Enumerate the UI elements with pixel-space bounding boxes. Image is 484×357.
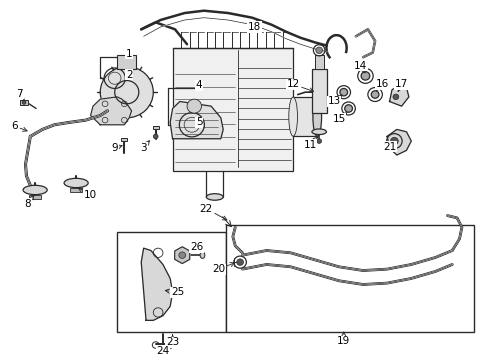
Polygon shape bbox=[174, 247, 189, 263]
Text: 8: 8 bbox=[25, 195, 34, 209]
Bar bbox=[172, 48, 292, 171]
Ellipse shape bbox=[23, 185, 47, 195]
Text: 16: 16 bbox=[375, 79, 388, 91]
Text: 1: 1 bbox=[126, 49, 132, 59]
Bar bbox=[121, 138, 127, 141]
Text: 26: 26 bbox=[189, 242, 203, 252]
Ellipse shape bbox=[312, 97, 321, 136]
Text: 4: 4 bbox=[196, 80, 202, 90]
Bar bbox=[70, 188, 82, 192]
Bar bbox=[152, 126, 158, 130]
Polygon shape bbox=[141, 248, 172, 320]
Bar bbox=[312, 69, 326, 113]
Circle shape bbox=[153, 134, 158, 139]
Circle shape bbox=[236, 259, 243, 265]
Ellipse shape bbox=[200, 252, 204, 258]
Bar bbox=[20, 100, 29, 105]
Text: 9: 9 bbox=[111, 143, 122, 153]
Text: 3: 3 bbox=[140, 141, 149, 153]
Text: 18: 18 bbox=[247, 20, 261, 32]
Text: 25: 25 bbox=[165, 287, 183, 297]
Text: 13: 13 bbox=[327, 95, 342, 106]
Circle shape bbox=[316, 139, 321, 144]
Bar bbox=[117, 232, 225, 332]
Ellipse shape bbox=[288, 97, 297, 136]
Circle shape bbox=[339, 89, 347, 96]
Text: 19: 19 bbox=[336, 332, 349, 346]
Circle shape bbox=[361, 72, 369, 80]
Text: 24: 24 bbox=[156, 346, 169, 356]
Circle shape bbox=[22, 101, 26, 104]
Circle shape bbox=[390, 137, 397, 145]
Text: 23: 23 bbox=[166, 335, 179, 347]
Circle shape bbox=[344, 105, 352, 112]
Bar bbox=[30, 195, 41, 199]
Text: 17: 17 bbox=[394, 79, 408, 91]
Circle shape bbox=[187, 99, 201, 113]
Bar bbox=[292, 97, 317, 136]
Polygon shape bbox=[389, 85, 408, 106]
Circle shape bbox=[100, 66, 153, 118]
Text: 2: 2 bbox=[126, 70, 132, 80]
Circle shape bbox=[392, 94, 398, 100]
Text: 14: 14 bbox=[353, 61, 366, 73]
Text: 11: 11 bbox=[303, 137, 317, 150]
Ellipse shape bbox=[206, 194, 223, 200]
Text: 5: 5 bbox=[196, 117, 202, 127]
Circle shape bbox=[179, 252, 185, 258]
Polygon shape bbox=[386, 130, 410, 155]
Text: 10: 10 bbox=[78, 188, 97, 200]
Text: 15: 15 bbox=[332, 112, 347, 124]
Circle shape bbox=[370, 91, 378, 98]
Text: 22: 22 bbox=[199, 203, 227, 220]
Text: 21: 21 bbox=[382, 142, 395, 152]
Text: 12: 12 bbox=[286, 79, 313, 92]
Polygon shape bbox=[170, 101, 223, 139]
Text: 20: 20 bbox=[212, 262, 234, 274]
Bar bbox=[225, 225, 473, 332]
Circle shape bbox=[315, 47, 322, 54]
Ellipse shape bbox=[311, 129, 326, 135]
Polygon shape bbox=[91, 97, 131, 125]
Bar bbox=[117, 55, 136, 69]
Text: 6: 6 bbox=[12, 121, 27, 131]
Text: 7: 7 bbox=[16, 89, 24, 100]
Bar bbox=[314, 55, 323, 69]
Ellipse shape bbox=[64, 178, 88, 188]
